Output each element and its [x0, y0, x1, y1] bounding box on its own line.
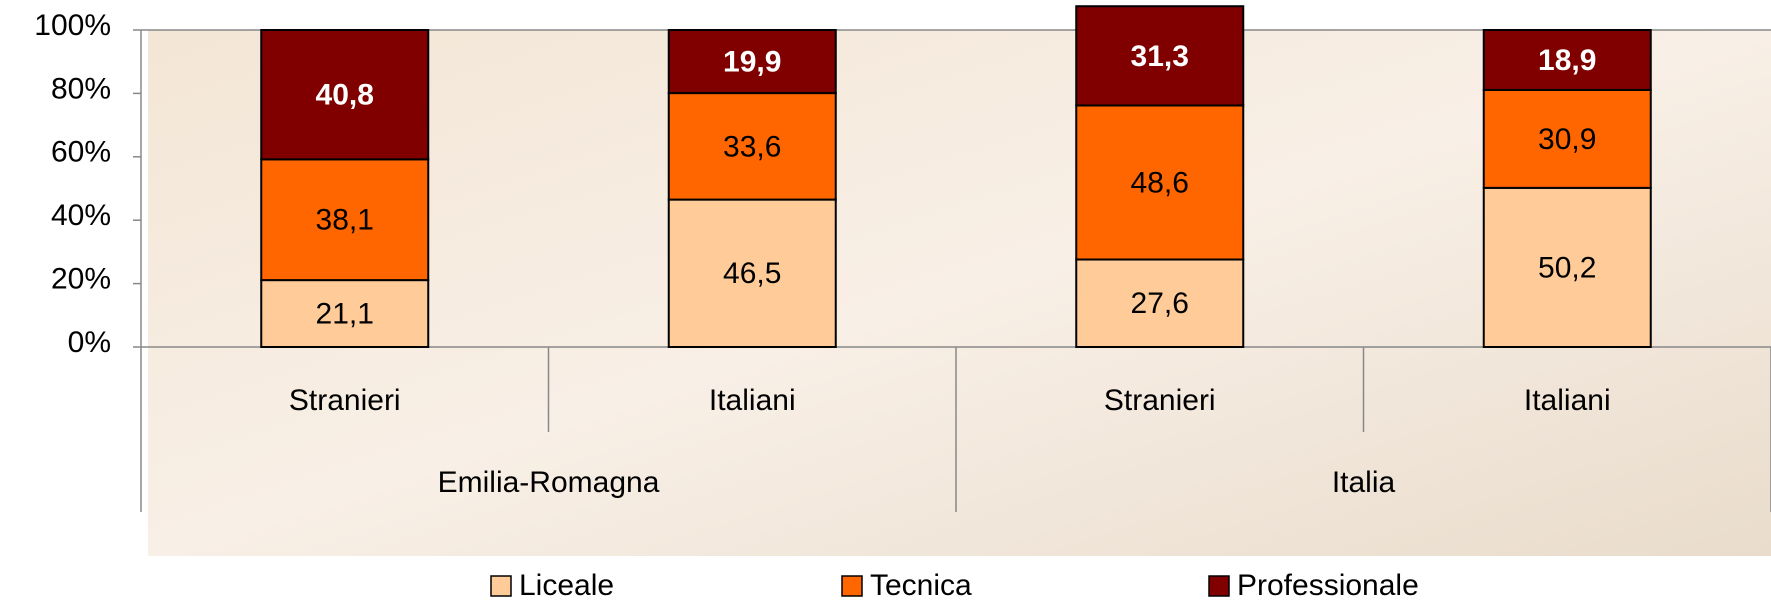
y-tick-label: 60%	[51, 136, 111, 169]
bar-segment	[260, 279, 430, 349]
bar-segment	[1482, 186, 1652, 348]
group-label: Italia	[1332, 466, 1396, 499]
data-label: 50,2	[1538, 251, 1596, 284]
legend-label: Tecnica	[870, 569, 972, 602]
bar-segment	[667, 198, 837, 348]
y-tick-label: 20%	[51, 263, 111, 296]
x-tick-label: Stranieri	[1104, 384, 1216, 417]
legend-swatch	[841, 575, 863, 597]
bar-segment	[1075, 104, 1245, 261]
data-label: 31,3	[1131, 40, 1189, 73]
data-label: 40,8	[316, 79, 374, 112]
x-tick-label: Italiani	[709, 384, 796, 417]
group-label: Emilia-Romagna	[438, 466, 660, 499]
legend-swatch	[490, 575, 512, 597]
legend-label: Professionale	[1237, 569, 1419, 602]
data-label: 48,6	[1131, 166, 1189, 199]
bar-segment	[1482, 29, 1652, 91]
data-label: 30,9	[1538, 123, 1596, 156]
bar-segment	[260, 158, 430, 282]
data-label: 33,6	[723, 130, 781, 163]
data-label: 38,1	[316, 204, 374, 237]
data-label: 46,5	[723, 257, 781, 290]
y-tick-label: 0%	[68, 326, 111, 359]
data-label: 19,9	[723, 45, 781, 78]
data-label: 27,6	[1131, 287, 1189, 320]
bar-segment	[667, 29, 837, 95]
bar-segment	[1482, 88, 1652, 189]
bar-segment	[260, 29, 430, 161]
legend-label: Liceale	[519, 569, 614, 602]
bar-segment	[667, 92, 837, 201]
y-tick-label: 100%	[34, 9, 111, 42]
data-label: 18,9	[1538, 44, 1596, 77]
y-tick-label: 40%	[51, 199, 111, 232]
y-tick-label: 80%	[51, 72, 111, 105]
legend-swatch	[1208, 575, 1230, 597]
data-label: 21,1	[316, 297, 374, 330]
bar-segment	[1075, 5, 1245, 107]
x-tick-label: Stranieri	[289, 384, 401, 417]
x-tick-label: Italiani	[1524, 384, 1611, 417]
